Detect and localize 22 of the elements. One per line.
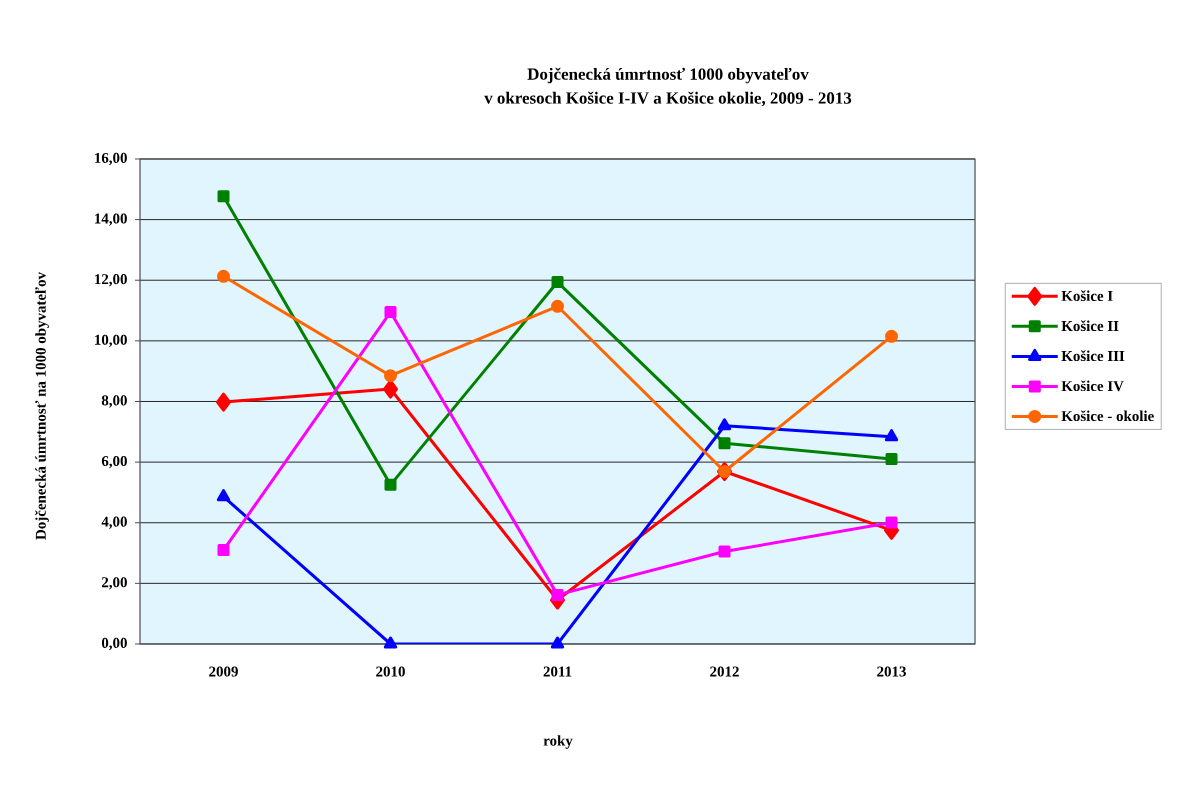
legend-label: Košice - okolie: [1061, 410, 1154, 422]
y-tick-label: 14,00: [95, 213, 127, 226]
legend-label: Košice II: [1061, 320, 1119, 332]
x-axis-title: roky: [543, 735, 573, 749]
y-tick-label: 8,00: [101, 395, 127, 408]
x-tick-label: 2009: [209, 666, 238, 677]
legend-label: Košice I: [1061, 290, 1113, 302]
x-tick-label: 2012: [710, 666, 739, 677]
legend-label: Košice IV: [1061, 380, 1124, 392]
x-tick-label: 2011: [543, 666, 572, 677]
y-tick-label: 0,00: [101, 637, 127, 651]
y-tick-label: 16,00: [95, 152, 127, 166]
y-tick-label: 10,00: [95, 334, 127, 347]
y-axis-title: Dojčenecká úmrtnosť na 1000 obyvateľov: [35, 272, 49, 540]
y-tick-label: 2,00: [101, 577, 127, 590]
y-tick-label: 6,00: [101, 455, 127, 469]
x-tick-label: 2010: [376, 666, 405, 677]
chart-title: Dojčenecká úmrtnosť 1000 obyvateľov v okresoch Košice I-IV a Košice okolie, 2009 - 2013: [484, 67, 852, 107]
x-tick-label: 2013: [877, 666, 906, 677]
y-tick-label: 4,00: [101, 516, 127, 529]
y-tick-label: 12,00: [95, 274, 127, 287]
legend-label: Košice III: [1061, 350, 1125, 362]
